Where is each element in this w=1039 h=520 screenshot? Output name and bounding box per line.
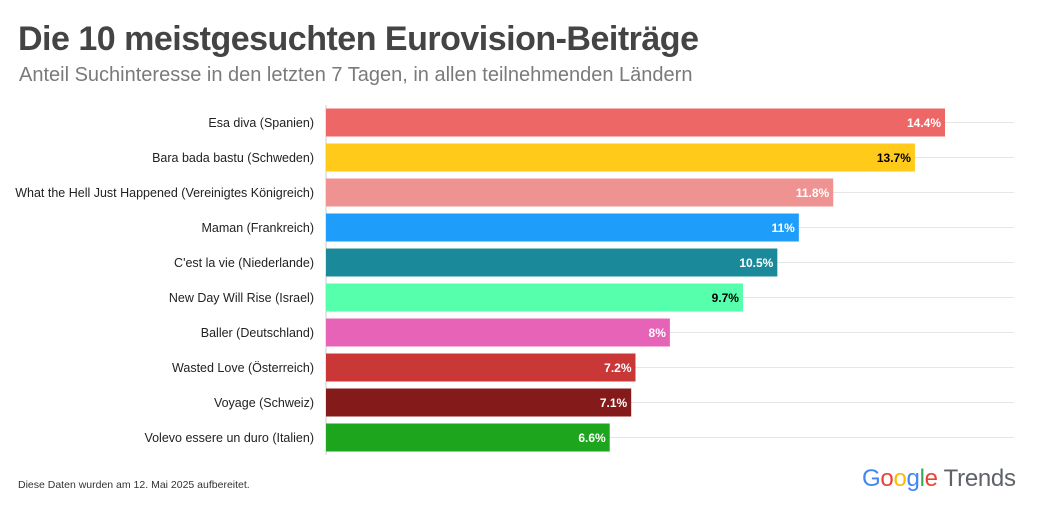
bar — [326, 213, 799, 242]
bar — [326, 283, 743, 312]
category-label: Bara bada bastu (Schweden) — [152, 151, 314, 165]
data-label: 10.5% — [739, 256, 773, 270]
data-label: 11% — [771, 221, 795, 235]
category-label: C'est la vie (Niederlande) — [174, 256, 314, 270]
bar — [326, 423, 610, 452]
category-label: What the Hell Just Happened (Vereinigtes… — [15, 186, 314, 200]
google-letter: e — [924, 465, 938, 492]
bar — [326, 108, 945, 137]
footnote: Diese Daten wurden am 12. Mai 2025 aufbe… — [18, 479, 250, 491]
data-label: 11.8% — [796, 186, 830, 200]
google-letter: l — [919, 465, 925, 492]
google-wordmark: Google — [862, 465, 938, 492]
data-label: 6.6% — [578, 431, 606, 445]
data-label: 9.7% — [712, 291, 740, 305]
category-label: Baller (Deutschland) — [201, 326, 314, 340]
chart-subtitle: Anteil Suchinteresse in den letzten 7 Ta… — [19, 64, 693, 86]
bar — [326, 248, 778, 277]
category-label: Voyage (Schweiz) — [214, 396, 314, 410]
bar-chart: Esa diva (Spanien) 14.4% Bara bada bastu (… — [15, 105, 1014, 455]
data-label: 13.7% — [877, 151, 911, 165]
bar — [326, 388, 632, 417]
google-letter: G — [862, 465, 881, 492]
category-label: Esa diva (Spanien) — [208, 116, 314, 130]
bar — [326, 353, 636, 382]
data-label: 7.2% — [604, 361, 632, 375]
category-label: Volevo essere un duro (Italien) — [144, 431, 314, 445]
google-trends-logo: Google Trends — [862, 465, 1016, 493]
data-label: 14.4% — [907, 116, 941, 130]
data-label: 7.1% — [600, 396, 628, 410]
google-letter: o — [893, 465, 907, 492]
trends-wordmark: Trends — [943, 465, 1016, 492]
category-label: New Day Will Rise (Israel) — [169, 291, 314, 305]
data-label: 8% — [649, 326, 667, 340]
google-letter: g — [906, 465, 920, 492]
google-letter: o — [880, 465, 894, 492]
bar — [326, 318, 670, 347]
category-label: Maman (Frankreich) — [201, 221, 314, 235]
bar — [326, 178, 834, 207]
bar — [326, 143, 915, 172]
category-label: Wasted Love (Österreich) — [172, 361, 314, 375]
chart-title: Die 10 meistgesuchten Eurovision-Beiträg… — [18, 20, 699, 58]
